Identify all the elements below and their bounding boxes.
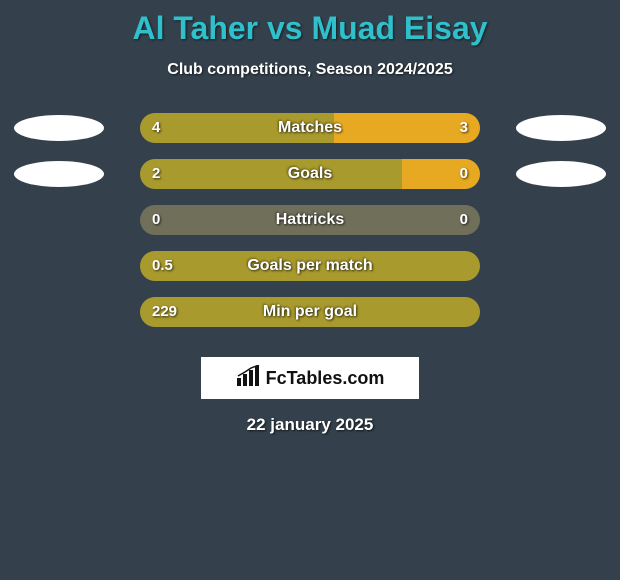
- chart-icon: [236, 365, 262, 392]
- stat-label: Goals: [140, 159, 480, 189]
- stat-value-left: 2: [152, 159, 160, 189]
- player-left-marker: [14, 115, 104, 141]
- date-label: 22 january 2025: [0, 415, 620, 435]
- stat-row: Min per goal229: [0, 297, 620, 343]
- stat-value-left: 0.5: [152, 251, 173, 281]
- page-subtitle: Club competitions, Season 2024/2025: [0, 61, 620, 79]
- stat-row: Goals2 0: [0, 159, 620, 205]
- player-right-marker: [516, 161, 606, 187]
- stat-label: Matches: [140, 113, 480, 143]
- page-title: Al Taher vs Muad Eisay: [0, 0, 620, 47]
- player-right-marker: [516, 115, 606, 141]
- brand-inner: FcTables.com: [236, 365, 385, 392]
- stat-bar: Goals2 0: [140, 159, 480, 189]
- stat-value-right: 3: [460, 113, 468, 143]
- stat-row: Hattricks0 0: [0, 205, 620, 251]
- stat-value-left: 229: [152, 297, 177, 327]
- stat-value-right: 0: [460, 159, 468, 189]
- brand-text: FcTables.com: [266, 368, 385, 389]
- stat-bar: Goals per match0.5: [140, 251, 480, 281]
- stat-bar: Matches4 3: [140, 113, 480, 143]
- stat-rows: Matches43Goals20Hattricks00Goals per mat…: [0, 113, 620, 343]
- comparison-infographic: Al Taher vs Muad Eisay Club competitions…: [0, 0, 620, 580]
- stat-row: Matches4 3: [0, 113, 620, 159]
- stat-value-right: 0: [460, 205, 468, 235]
- stat-value-left: 0: [152, 205, 160, 235]
- stat-label: Hattricks: [140, 205, 480, 235]
- stat-label: Goals per match: [140, 251, 480, 281]
- stat-value-left: 4: [152, 113, 160, 143]
- player-left-marker: [14, 161, 104, 187]
- stat-label: Min per goal: [140, 297, 480, 327]
- stat-bar: Hattricks0 0: [140, 205, 480, 235]
- stat-row: Goals per match0.5: [0, 251, 620, 297]
- brand-badge: FcTables.com: [201, 357, 419, 399]
- stat-bar: Min per goal229: [140, 297, 480, 327]
